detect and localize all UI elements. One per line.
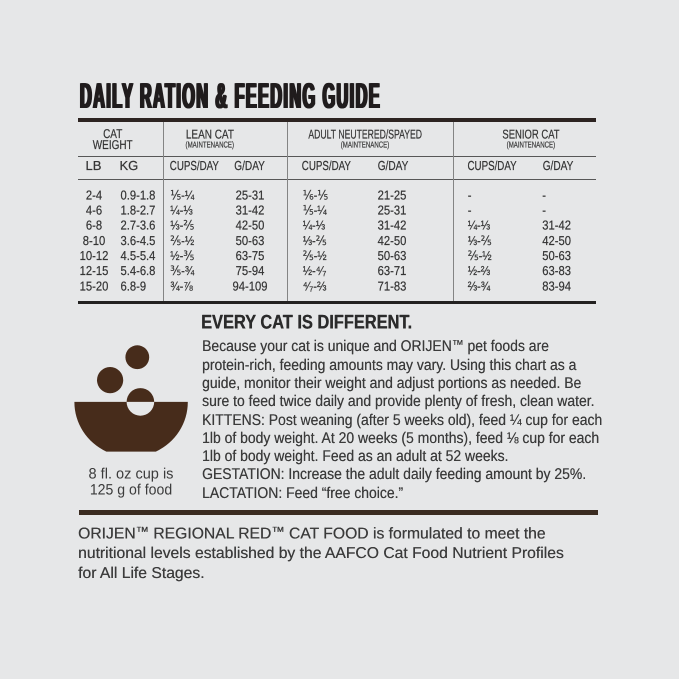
svg-text:¼-⅓: ¼-⅓ [468,218,491,233]
svg-text:⅗-¾: ⅗-¾ [170,263,194,278]
svg-text:6.8-9: 6.8-9 [121,278,147,293]
svg-text:63-75: 63-75 [236,248,265,263]
svg-text:8-10: 8-10 [83,233,105,248]
svg-text:ADULT NEUTERED/SPAYED: ADULT NEUTERED/SPAYED [308,126,422,141]
svg-text:(MAINTENANCE): (MAINTENANCE) [186,140,235,150]
svg-text:½-⅔: ½-⅔ [468,263,491,278]
svg-text:G/DAY: G/DAY [234,158,265,173]
svg-text:½-⁴⁄₇: ½-⁴⁄₇ [303,263,327,278]
svg-text:3.6-4.5: 3.6-4.5 [121,233,156,248]
svg-text:KG: KG [120,158,139,173]
svg-text:DAILY RATION & FEEDING GUIDE: DAILY RATION & FEEDING GUIDE [81,75,382,116]
svg-text:⁴⁄₇-⅔: ⁴⁄₇-⅔ [303,278,327,293]
svg-text:4.5-5.4: 4.5-5.4 [121,248,156,263]
svg-text:2-4: 2-4 [86,187,102,202]
svg-text:SENIOR CAT: SENIOR CAT [502,126,559,141]
svg-text:12-15: 12-15 [80,263,109,278]
svg-text:4-6: 4-6 [86,203,102,218]
svg-text:-: - [542,203,546,218]
svg-text:¾-⅞: ¾-⅞ [170,278,193,293]
svg-text:-: - [468,187,472,202]
svg-text:50-63: 50-63 [378,248,407,263]
svg-text:CUPS/DAY: CUPS/DAY [302,158,351,173]
svg-text:⅕-¼: ⅕-¼ [170,187,194,202]
svg-text:50-63: 50-63 [542,248,571,263]
svg-text:42-50: 42-50 [378,233,407,248]
svg-text:⅕-¼: ⅕-¼ [303,203,327,218]
svg-text:5.4-6.8: 5.4-6.8 [121,263,156,278]
svg-text:⅔-¾: ⅔-¾ [468,278,491,293]
svg-text:G/DAY: G/DAY [378,158,409,173]
svg-text:71-83: 71-83 [378,278,407,293]
svg-text:CUPS/DAY: CUPS/DAY [170,158,219,173]
svg-text:-: - [542,187,546,202]
svg-text:⅖-½: ⅖-½ [170,233,194,248]
svg-text:25-31: 25-31 [378,203,407,218]
svg-text:63-71: 63-71 [378,263,407,278]
svg-text:⅖-½: ⅖-½ [468,248,492,263]
svg-text:(MAINTENANCE): (MAINTENANCE) [341,140,390,150]
svg-text:31-42: 31-42 [236,203,265,218]
svg-text:2.7-3.6: 2.7-3.6 [121,218,156,233]
svg-text:31-42: 31-42 [378,218,407,233]
svg-text:0.9-1.8: 0.9-1.8 [121,187,156,202]
svg-text:42-50: 42-50 [236,218,265,233]
svg-text:6-8: 6-8 [86,218,102,233]
svg-text:⅙-⅕: ⅙-⅕ [303,187,328,202]
svg-text:½-⅗: ½-⅗ [170,248,194,263]
svg-text:CAT: CAT [103,126,122,141]
svg-text:⅓-⅖: ⅓-⅖ [170,218,194,233]
svg-text:83-94: 83-94 [542,278,571,293]
svg-text:LEAN CAT: LEAN CAT [186,126,234,141]
svg-text:DAILY RATION & FEEDING GUIDE: DAILY RATION & FEEDING GUIDE [80,75,381,116]
svg-text:31-42: 31-42 [542,218,571,233]
svg-text:¼-⅓: ¼-⅓ [303,218,326,233]
svg-text:(MAINTENANCE): (MAINTENANCE) [507,140,556,150]
svg-text:DAILY RATION & FEEDING GUIDE: DAILY RATION & FEEDING GUIDE [81,75,382,116]
svg-text:25-31: 25-31 [236,187,265,202]
svg-text:50-63: 50-63 [236,233,265,248]
svg-text:LB: LB [86,158,102,173]
svg-text:CUPS/DAY: CUPS/DAY [468,158,517,173]
svg-text:¼-⅓: ¼-⅓ [170,203,193,218]
svg-text:1.8-2.7: 1.8-2.7 [121,203,156,218]
svg-text:-: - [468,203,472,218]
svg-text:G/DAY: G/DAY [543,158,574,173]
svg-text:94-109: 94-109 [233,278,268,293]
svg-text:⅓-⅖: ⅓-⅖ [468,233,492,248]
svg-text:21-25: 21-25 [378,187,407,202]
svg-text:DAILY RATION & FEEDING GUIDE: DAILY RATION & FEEDING GUIDE [79,75,380,116]
svg-text:⅓-⅖: ⅓-⅖ [303,233,327,248]
svg-text:⅖-½: ⅖-½ [303,248,327,263]
svg-text:42-50: 42-50 [542,233,571,248]
svg-text:WEIGHT: WEIGHT [93,137,133,152]
svg-text:75-94: 75-94 [236,263,265,278]
svg-text:15-20: 15-20 [80,278,109,293]
svg-text:DAILY RATION & FEEDING GUIDE: DAILY RATION & FEEDING GUIDE [79,75,380,116]
svg-text:10-12: 10-12 [80,248,109,263]
svg-text:63-83: 63-83 [542,263,571,278]
